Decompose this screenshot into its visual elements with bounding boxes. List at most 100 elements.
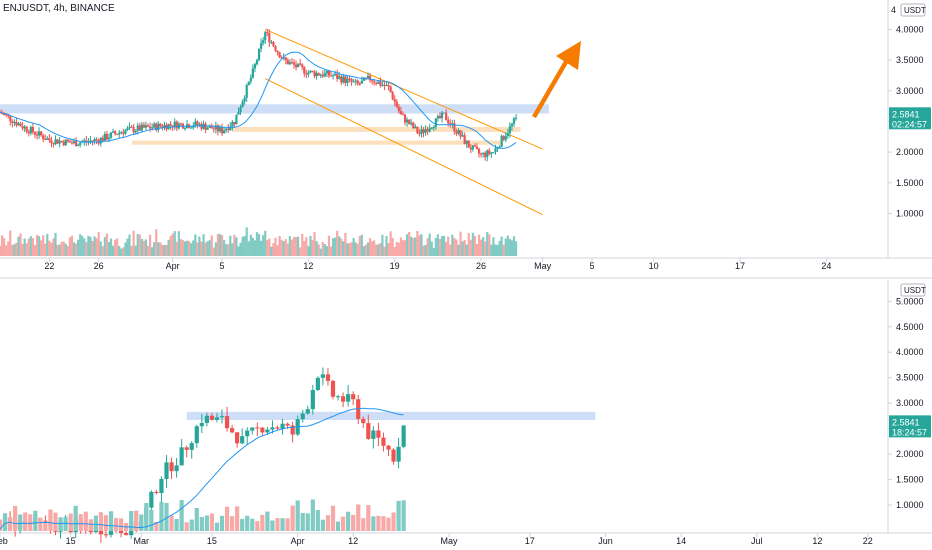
- volume-bar: [492, 237, 495, 256]
- candle-body: [260, 427, 265, 433]
- candle-body: [72, 141, 76, 144]
- volume-bar: [214, 242, 217, 256]
- volume-bar: [52, 238, 55, 256]
- volume-bar: [132, 230, 135, 256]
- volume-bar: [77, 239, 80, 256]
- candle-body: [93, 139, 96, 142]
- candle-body: [208, 125, 211, 128]
- volume-bar: [250, 518, 255, 531]
- candle-body: [46, 138, 49, 140]
- candle-body: [227, 128, 230, 131]
- volume-bar: [498, 240, 501, 256]
- volume-bar: [442, 235, 446, 256]
- candle-body: [255, 427, 260, 429]
- candle-body: [475, 146, 479, 149]
- volume-bar: [266, 240, 269, 256]
- volume-bar: [383, 246, 386, 256]
- volume-bar: [154, 521, 159, 531]
- volume-bar: [352, 238, 355, 256]
- volume-bar: [196, 242, 199, 256]
- y-tick-label: 4.0000: [896, 24, 924, 34]
- volume-bar: [129, 510, 134, 531]
- candle-body: [385, 85, 388, 87]
- candle-body: [315, 72, 318, 77]
- volume-bar: [391, 512, 396, 531]
- volume-bar: [126, 238, 129, 256]
- volume-bar: [477, 234, 481, 256]
- candle-body: [366, 75, 370, 79]
- volume-bar: [83, 511, 88, 531]
- candle-body: [223, 130, 226, 134]
- volume-bar: [93, 236, 96, 256]
- candle-body: [461, 135, 464, 137]
- candle-body: [48, 138, 51, 141]
- volume-bar: [373, 240, 376, 256]
- volume-bar: [79, 234, 82, 256]
- volume-bar: [410, 236, 413, 256]
- candle-body: [465, 140, 468, 144]
- volume-bar: [118, 518, 124, 531]
- volume-bar: [173, 231, 176, 256]
- volume-bar: [188, 241, 191, 256]
- volume-bar: [346, 243, 349, 256]
- candle-body: [255, 59, 259, 65]
- volume-bar: [327, 235, 331, 256]
- volume-bar: [38, 517, 43, 531]
- candle-body: [432, 126, 435, 128]
- volume-bar: [93, 515, 98, 531]
- volume-bar: [189, 519, 194, 531]
- candle-body: [508, 126, 511, 134]
- volume-bar: [108, 511, 114, 531]
- candle-body: [453, 123, 456, 132]
- candle-body: [138, 125, 141, 131]
- x-tick-label: Apr: [166, 261, 180, 271]
- candle-body: [457, 130, 460, 134]
- y-tick-label: 1.0000: [896, 500, 924, 510]
- volume-bar: [255, 521, 260, 531]
- candle-body: [233, 121, 236, 125]
- volume-bar: [320, 519, 326, 531]
- volume-bar: [381, 516, 386, 531]
- candle-body: [214, 125, 217, 130]
- volume-bar: [393, 246, 396, 256]
- volume-bar: [313, 232, 316, 256]
- volume-bar: [300, 512, 305, 531]
- volume-bar: [42, 235, 45, 256]
- volume-bar: [336, 230, 339, 256]
- volume-bar: [91, 240, 94, 256]
- x-tick-label: 12: [303, 261, 313, 271]
- volume-bar: [148, 234, 152, 256]
- candle-body: [422, 129, 425, 133]
- support-zone-2: [131, 140, 504, 145]
- volume-bar: [229, 235, 232, 256]
- volume-bar: [9, 230, 12, 256]
- candle-body: [288, 62, 291, 65]
- candle-body: [270, 42, 273, 44]
- volume-bar: [475, 243, 479, 256]
- volume-bar: [179, 500, 184, 531]
- volume-bar: [335, 521, 341, 531]
- candle-body: [479, 153, 483, 155]
- candle-body: [243, 97, 246, 102]
- candle-body: [109, 132, 113, 138]
- volume-bar: [401, 500, 406, 531]
- candle-body: [216, 125, 220, 132]
- x-tick-label: May: [441, 536, 459, 546]
- volume-bar: [331, 238, 335, 256]
- candle-body: [494, 148, 497, 153]
- volume-bar: [149, 509, 154, 531]
- candle-body: [31, 127, 34, 133]
- volume-bar: [73, 505, 78, 531]
- volume-bar: [68, 513, 73, 531]
- volume-bar: [375, 244, 378, 256]
- y-tick-label: 3.0000: [896, 86, 924, 96]
- volume-bar: [391, 237, 394, 256]
- candle-body: [87, 141, 90, 143]
- candle-body: [299, 63, 302, 65]
- x-tick-label: 5: [219, 261, 224, 271]
- chart-title: ENJUSDT, 4h, BINANCE: [3, 3, 115, 14]
- volume-bar: [50, 242, 53, 256]
- candle-body: [467, 140, 470, 148]
- candle-body: [174, 465, 179, 472]
